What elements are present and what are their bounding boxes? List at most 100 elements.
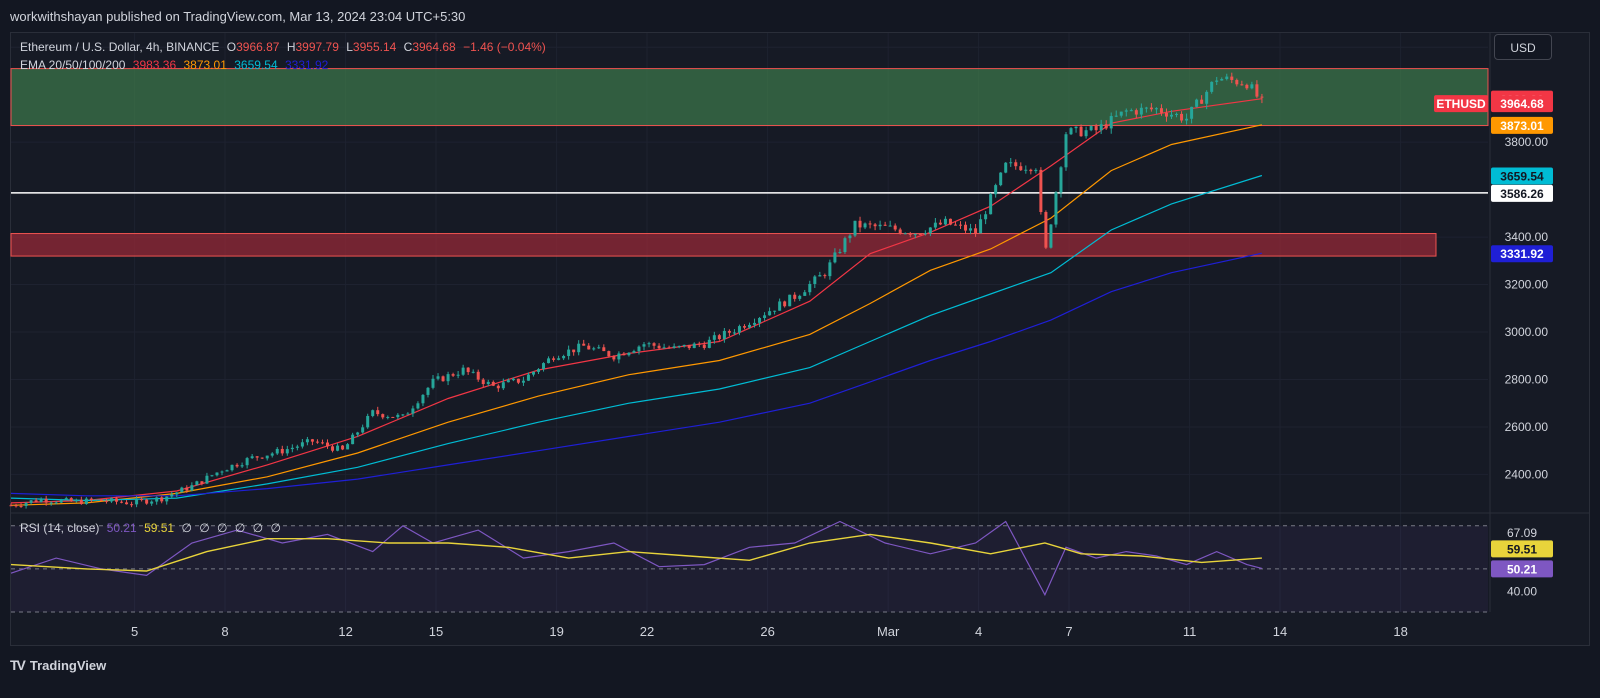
candle-body-10: [59, 499, 63, 503]
candle-body-29: [155, 497, 159, 502]
candle-body-96: [491, 381, 495, 386]
candle-body-213: [1079, 126, 1083, 137]
publisher-info: workwithshayan published on TradingView.…: [10, 9, 466, 24]
candle-body-140: [712, 335, 716, 340]
ema200-value: 3331.92: [284, 58, 329, 72]
candle-body-221: [1119, 111, 1123, 116]
candle-body-108: [552, 358, 556, 360]
candle-body-73: [376, 410, 380, 415]
candle-body-229: [1159, 108, 1163, 113]
rsi-value: 50.21: [106, 521, 137, 535]
candle-body-171: [868, 223, 872, 225]
time-axis-label-12: 18: [1393, 624, 1407, 639]
candle-body-4: [29, 500, 33, 503]
candle-body-58: [300, 442, 304, 447]
candle-body-20: [109, 498, 113, 502]
candle-body-232: [1175, 113, 1179, 115]
ema100-line: [10, 174, 1263, 502]
currency-button[interactable]: USD: [1494, 34, 1552, 60]
candle-body-184: [933, 222, 937, 228]
candle-body-236: [1195, 99, 1199, 107]
candle-body-148: [753, 322, 757, 325]
price-tick-label-5: 2800.00: [1505, 372, 1549, 386]
price-badge-4: 3586.26: [1491, 184, 1553, 202]
candle-body-105: [537, 369, 540, 372]
ema200-line: [10, 252, 1263, 497]
candle-body-5: [34, 500, 38, 503]
candle-body-84: [431, 378, 435, 388]
price-badge-bg-2: [1491, 116, 1553, 134]
candle-body-17: [94, 499, 98, 501]
candle-body-61: [315, 441, 319, 443]
candle-body-142: [722, 330, 726, 340]
time-axis-label-3: 15: [429, 624, 443, 639]
candle-body-120: [612, 356, 616, 360]
candle-body-53: [275, 448, 279, 454]
rsi-badge-bg-3: [1491, 560, 1553, 578]
candle-body-39: [205, 475, 209, 484]
top-bar: workwithshayan published on TradingView.…: [0, 0, 1600, 32]
candle-body-216: [1094, 126, 1098, 131]
candle-body-203: [1029, 169, 1033, 172]
candle-body-18: [99, 499, 103, 501]
candle-body-36: [190, 485, 194, 491]
chart-panel[interactable]: [10, 32, 1590, 646]
time-axis-label-1: 8: [221, 624, 228, 639]
rsi-label[interactable]: RSI (14, close): [20, 521, 100, 535]
candle-body-175: [888, 225, 892, 227]
candle-body-163: [828, 262, 832, 277]
candle-body-199: [1009, 162, 1013, 164]
candle-body-114: [582, 343, 586, 346]
candle-body-234: [1185, 118, 1189, 121]
candle-body-245: [1240, 84, 1244, 86]
candle-body-191: [969, 228, 973, 231]
candle-body-227: [1149, 107, 1153, 110]
candle-body-122: [622, 353, 626, 356]
candle-body-1: [14, 505, 18, 507]
candle-body-103: [526, 374, 530, 381]
tradingview-brand[interactable]: TV TradingView: [10, 657, 106, 673]
candle-body-64: [331, 446, 335, 451]
candle-body-0: [9, 505, 13, 507]
candle-body-68: [351, 434, 355, 445]
time-axis-label-6: 26: [760, 624, 774, 639]
candle-body-104: [531, 371, 535, 375]
candle-body-131: [667, 347, 671, 349]
candle-body-28: [150, 501, 154, 504]
time-axis-label-9: 7: [1065, 624, 1072, 639]
rsi-ma-value: 59.51: [144, 521, 175, 535]
candle-body-72: [371, 410, 375, 416]
candle-body-109: [557, 358, 561, 360]
price-tick-label-7: 2400.00: [1505, 467, 1549, 481]
candle-body-9: [54, 502, 58, 504]
candle-body-237: [1200, 99, 1204, 104]
candle-body-220: [1114, 115, 1118, 117]
candle-body-247: [1250, 84, 1254, 89]
candle-body-151: [768, 311, 772, 316]
candle-body-135: [687, 344, 691, 349]
price-badge-5: 3331.92: [1491, 245, 1553, 263]
candle-body-186: [943, 218, 947, 225]
candle-body-156: [793, 294, 797, 299]
candle-body-75: [386, 416, 390, 418]
candle-body-136: [692, 343, 696, 349]
ema-label[interactable]: EMA 20/50/100/200: [20, 58, 126, 72]
candle-body-25: [135, 499, 139, 505]
candle-body-197: [999, 172, 1003, 186]
candle-body-74: [381, 414, 385, 418]
candle-body-144: [732, 332, 736, 334]
candle-body-67: [346, 444, 350, 450]
price-badge-2: 3873.01: [1491, 116, 1553, 134]
candle-body-134: [682, 344, 686, 346]
price-badge-bg-4: [1491, 184, 1553, 202]
candle-body-51: [265, 455, 269, 459]
symbol-title[interactable]: Ethereum / U.S. Dollar, 4h, BINANCE: [20, 40, 220, 54]
candle-body-107: [547, 358, 551, 364]
candle-body-180: [913, 233, 917, 235]
candle-body-179: [908, 233, 912, 235]
candle-body-249: [1260, 96, 1264, 98]
candle-body-85: [436, 376, 440, 379]
price-tick-label-6: 2600.00: [1505, 420, 1549, 434]
rsi-na-6: ∅: [270, 521, 281, 535]
